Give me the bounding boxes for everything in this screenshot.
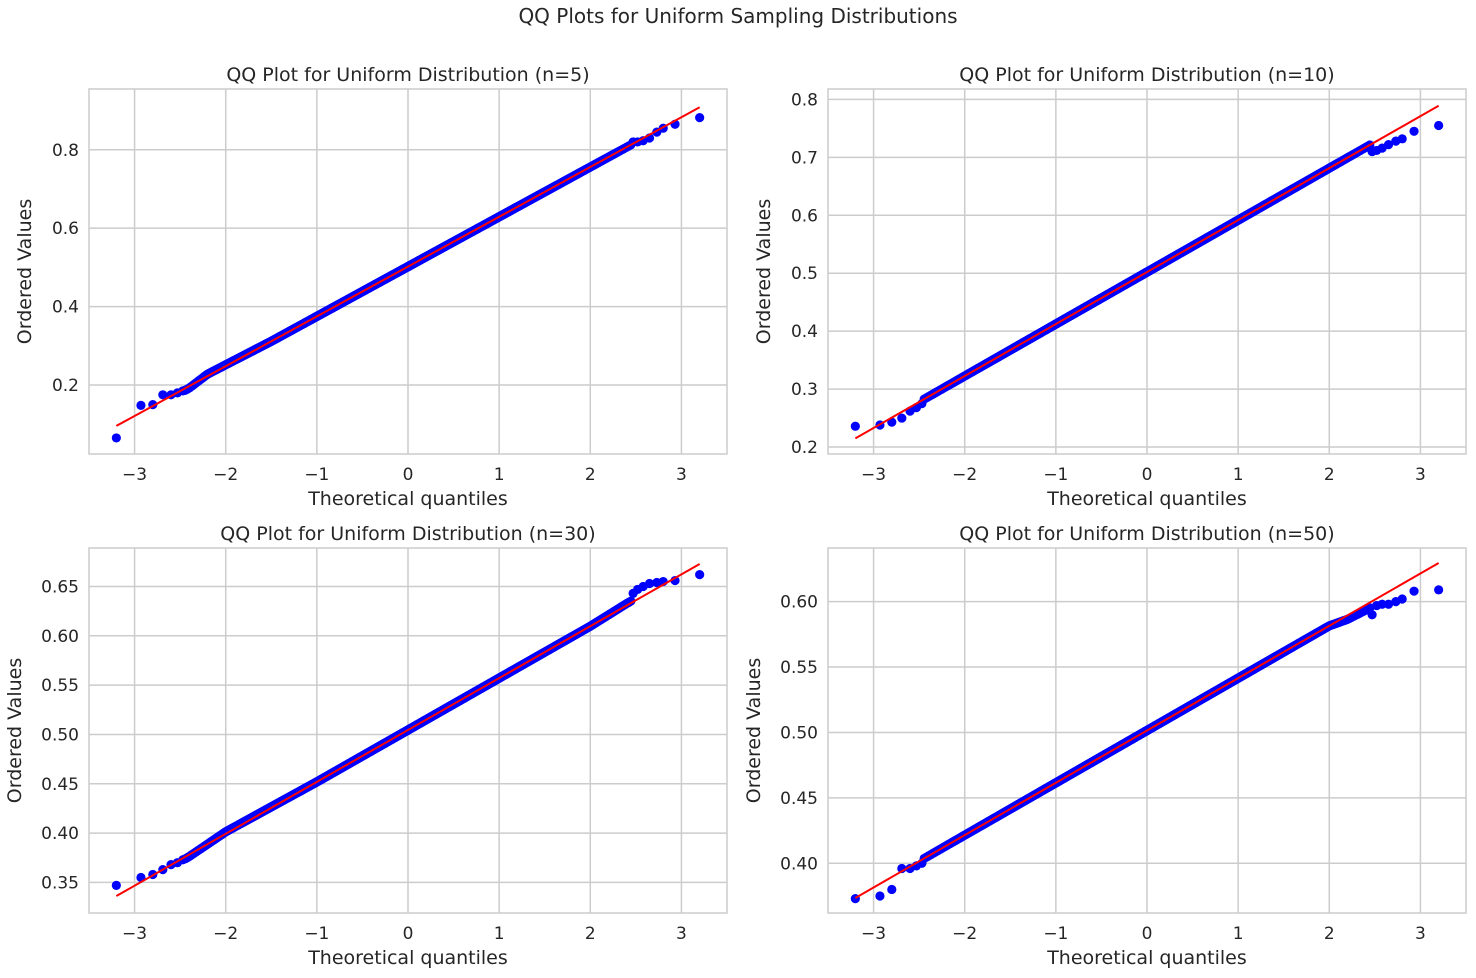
- y-tick-label: 0.3: [791, 380, 818, 400]
- x-axis-label: Theoretical quantiles: [307, 488, 508, 510]
- x-tick-label: 1: [494, 465, 505, 485]
- y-axis-label: Ordered Values: [753, 199, 775, 344]
- data-point: [695, 113, 705, 123]
- subplot-title: QQ Plot for Uniform Distribution (n=5): [226, 64, 589, 86]
- plot-frame: [827, 88, 1467, 455]
- x-tick-label: 1: [1233, 465, 1244, 485]
- x-tick-label: 3: [676, 465, 687, 485]
- x-tick-label: 3: [1415, 465, 1426, 485]
- data-point: [158, 390, 168, 400]
- x-axis-label: Theoretical quantiles: [1046, 488, 1247, 510]
- y-tick-label: 0.6: [791, 206, 818, 226]
- y-tick-label: 0.7: [791, 148, 818, 168]
- qq-plot-n10: −3 −2 −1 0 1 2 3 0.2 0.3 0.4 0.5 0.6 0.7 0.8 QQ Plot f…: [753, 64, 1467, 510]
- subplot-title: QQ Plot for Uniform Distribution (n=10): [959, 64, 1334, 86]
- figure-title: QQ Plots for Uniform Sampling Distributi…: [518, 4, 958, 28]
- y-tick-label: 0.8: [791, 90, 818, 110]
- data-point: [897, 413, 907, 423]
- data-point: [1434, 120, 1444, 131]
- grid: [89, 89, 727, 454]
- y-tick-label: 0.5: [791, 264, 818, 284]
- x-tick-label: 2: [1324, 465, 1335, 485]
- x-tick-label: 0: [403, 465, 414, 485]
- x-tick-label: −2: [952, 465, 977, 485]
- fit-line: [854, 104, 1440, 440]
- fit-line: [115, 106, 701, 427]
- y-tick-label: 0.2: [52, 376, 79, 396]
- data-point: [111, 433, 121, 443]
- x-tick-label: 0: [1142, 465, 1153, 485]
- qq-plot-n30: −3 −2 −1 0 1 2 30.350.400.450.500.550.600.65QQ…: [4, 523, 728, 969]
- y-tick-label: 0.4: [791, 322, 818, 342]
- data-point: [1409, 126, 1419, 136]
- y-tick-label: 0.6: [52, 219, 79, 239]
- x-tick-label: −1: [304, 465, 329, 485]
- data-point: [1383, 140, 1394, 150]
- x-tick-label: −2: [213, 465, 238, 485]
- data-point: [850, 421, 860, 431]
- data-point: [1397, 134, 1407, 144]
- y-tick-label: 0.2: [791, 438, 818, 458]
- data-point: [136, 400, 146, 410]
- x-tick-label: −1: [1043, 465, 1068, 485]
- y-tick-label: 0.4: [52, 298, 79, 318]
- qq-plot-n5: −3 −2 −1 0 1 2 3 0.2 0.4 0.6 0.8 QQ Plot for Unifor…: [14, 64, 728, 510]
- x-tick-label: −3: [861, 465, 886, 485]
- x-tick-label: −3: [122, 465, 147, 485]
- x-tick-label: 2: [585, 465, 596, 485]
- y-axis-label: Ordered Values: [14, 199, 36, 344]
- y-tick-label: 0.8: [52, 141, 79, 161]
- plot-frame: [88, 88, 728, 455]
